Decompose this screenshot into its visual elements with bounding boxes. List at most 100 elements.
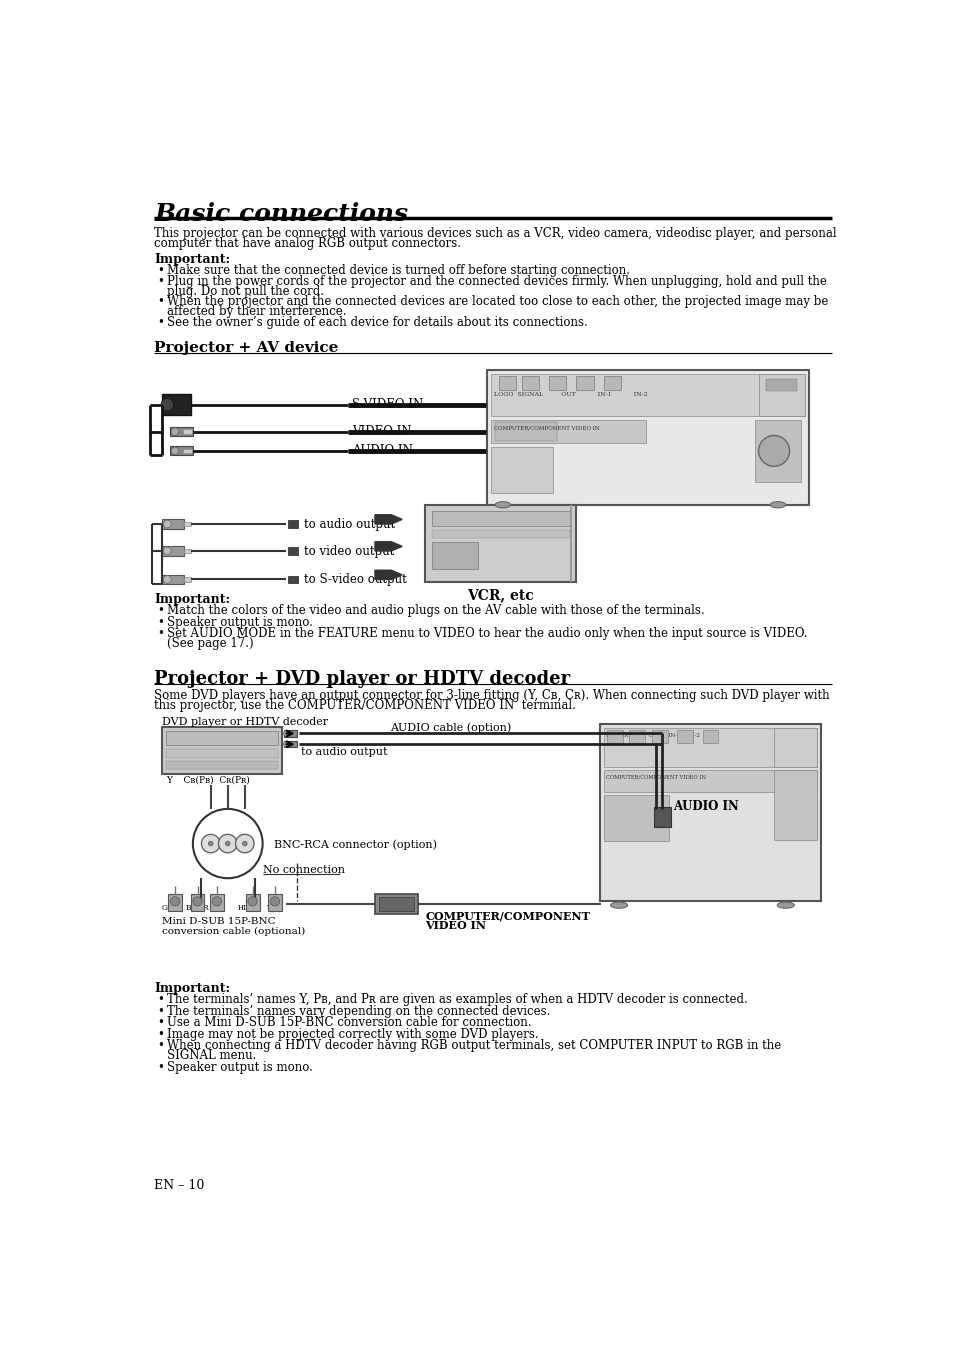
Bar <box>765 380 797 390</box>
Text: VIDEO IN: VIDEO IN <box>352 424 411 438</box>
Text: Some DVD players have an output connector for 3-line fitting (Y, Cʙ, Cʀ). When c: Some DVD players have an output connecto… <box>154 689 829 701</box>
Text: DVD player or HDTV decoder: DVD player or HDTV decoder <box>162 716 328 727</box>
Text: BNC-RCA connector (option): BNC-RCA connector (option) <box>274 840 436 850</box>
Bar <box>162 727 282 774</box>
Bar <box>754 420 801 482</box>
Text: plug. Do not pull the cord.: plug. Do not pull the cord. <box>167 285 323 297</box>
Bar <box>375 893 417 913</box>
Bar <box>495 423 557 440</box>
Text: G: G <box>162 904 168 912</box>
Text: HD/CS: HD/CS <box>237 904 261 912</box>
Bar <box>288 520 297 528</box>
Text: COMPUTER/COMPONENT VIDEO IN: COMPUTER/COMPONENT VIDEO IN <box>493 426 598 431</box>
Text: Speaker output is mono.: Speaker output is mono. <box>167 616 312 628</box>
Bar <box>183 430 192 434</box>
Text: VD: VD <box>266 904 276 912</box>
Bar <box>549 376 566 390</box>
Bar <box>245 893 259 911</box>
FancyArrow shape <box>375 570 402 580</box>
Circle shape <box>171 447 179 455</box>
Bar <box>162 394 192 416</box>
Bar <box>758 374 804 416</box>
Circle shape <box>248 897 257 907</box>
Bar <box>288 576 297 584</box>
Bar <box>162 546 183 555</box>
Text: •: • <box>157 274 164 288</box>
Bar <box>162 574 183 584</box>
Bar <box>170 446 193 455</box>
Text: See the owner’s guide of each device for details about its connections.: See the owner’s guide of each device for… <box>167 316 587 330</box>
Ellipse shape <box>610 902 627 908</box>
Circle shape <box>163 576 171 584</box>
Bar <box>491 447 553 493</box>
Circle shape <box>225 842 230 846</box>
Bar <box>288 547 297 555</box>
Bar <box>431 542 477 569</box>
Text: affected by their interference.: affected by their interference. <box>167 305 346 319</box>
Text: this projector, use the COMPUTER/COMPONENT VIDEO IN  terminal.: this projector, use the COMPUTER/COMPONE… <box>154 698 576 712</box>
Circle shape <box>758 435 789 466</box>
Text: to S-video output: to S-video output <box>303 573 406 586</box>
Bar <box>283 742 297 747</box>
Text: •: • <box>157 1039 164 1052</box>
Text: This projector can be connected with various devices such as a VCR, video camera: This projector can be connected with var… <box>154 227 836 239</box>
Circle shape <box>171 428 179 435</box>
Text: to audio output: to audio output <box>303 517 395 531</box>
Bar <box>491 420 645 443</box>
Bar <box>431 511 570 527</box>
Text: Set AUDIO MODE in the FEATURE menu to VIDEO to hear the audio only when the inpu: Set AUDIO MODE in the FEATURE menu to VI… <box>167 627 806 640</box>
Text: AUDIO IN: AUDIO IN <box>352 444 413 457</box>
Bar <box>183 521 192 527</box>
Text: Make sure that the connected device is turned off before starting connection.: Make sure that the connected device is t… <box>167 263 629 277</box>
Text: Mini D-SUB 15P-BNC: Mini D-SUB 15P-BNC <box>162 917 275 925</box>
Text: Projector + DVD player or HDTV decoder: Projector + DVD player or HDTV decoder <box>154 670 570 688</box>
Bar <box>521 376 538 390</box>
Bar <box>431 530 570 538</box>
Text: When the projector and the connected devices are located too close to each other: When the projector and the connected dev… <box>167 296 827 308</box>
Circle shape <box>201 835 220 852</box>
Text: •: • <box>157 316 164 330</box>
Bar <box>183 549 192 554</box>
Text: •: • <box>157 1028 164 1040</box>
Text: to video output: to video output <box>303 544 394 558</box>
Text: No connection: No connection <box>262 865 344 875</box>
Bar <box>183 449 192 453</box>
Circle shape <box>212 897 221 907</box>
Circle shape <box>235 835 253 852</box>
Text: COMPUTER/COMPONENT: COMPUTER/COMPONENT <box>425 911 590 921</box>
Text: When connecting a HDTV decoder having RGB output terminals, set COMPUTER INPUT t: When connecting a HDTV decoder having RG… <box>167 1039 780 1052</box>
Text: •: • <box>157 993 164 1006</box>
Bar <box>576 376 593 390</box>
Bar <box>210 893 224 911</box>
Text: AUDIO IN: AUDIO IN <box>673 800 739 813</box>
Bar <box>652 731 667 743</box>
Text: •: • <box>157 604 164 617</box>
Text: to audio output: to audio output <box>301 747 388 758</box>
Circle shape <box>208 842 213 846</box>
Ellipse shape <box>777 902 794 908</box>
Bar <box>599 724 820 901</box>
Text: Speaker output is mono.: Speaker output is mono. <box>167 1061 312 1074</box>
Bar <box>166 748 278 758</box>
Bar <box>168 893 182 911</box>
Text: Important:: Important: <box>154 253 230 266</box>
Circle shape <box>242 842 247 846</box>
Text: •: • <box>157 1061 164 1074</box>
Text: LOG SIGNAL   OUT    IN-1    IN-2: LOG SIGNAL OUT IN-1 IN-2 <box>605 734 700 739</box>
Circle shape <box>778 781 811 815</box>
Text: Y    Cʙ(Pʙ)  Cʀ(Pʀ): Y Cʙ(Pʙ) Cʀ(Pʀ) <box>166 775 250 785</box>
Text: computer that have analog RGB output connectors.: computer that have analog RGB output con… <box>154 236 460 250</box>
Bar <box>629 731 644 743</box>
Bar <box>654 808 670 827</box>
Circle shape <box>171 897 179 907</box>
FancyArrow shape <box>375 542 402 551</box>
Bar <box>487 370 808 505</box>
Circle shape <box>283 742 290 747</box>
Text: Important:: Important: <box>154 593 230 607</box>
Bar <box>191 893 204 911</box>
Text: AUDIO cable (option): AUDIO cable (option) <box>390 723 511 734</box>
Text: conversion cable (optional): conversion cable (optional) <box>162 927 305 936</box>
Bar <box>677 731 692 743</box>
Bar <box>603 770 816 792</box>
Ellipse shape <box>769 501 785 508</box>
